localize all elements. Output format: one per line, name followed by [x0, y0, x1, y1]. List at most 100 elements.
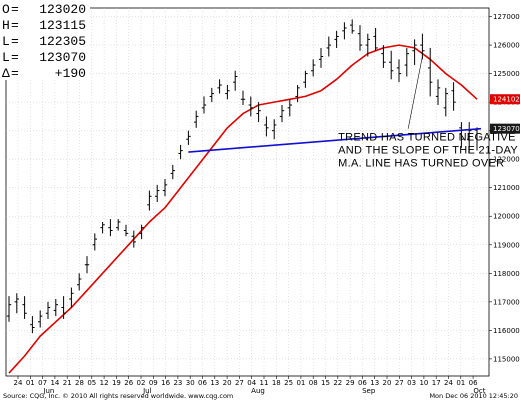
x-tick-label: 03	[407, 379, 416, 387]
price-bar	[77, 273, 82, 291]
y-tick-label: 121000	[493, 184, 520, 192]
price-bar	[170, 164, 175, 180]
price-bar	[443, 87, 448, 117]
price-bar	[420, 33, 425, 60]
y-tick-label: 118000	[493, 270, 520, 278]
ohlc-readout-bg	[0, 0, 90, 80]
price-bar	[365, 33, 370, 57]
x-tick-label: 16	[161, 379, 170, 387]
x-tick-label: 19	[112, 379, 121, 387]
x-tick-label: 01	[296, 379, 305, 387]
month-label: Jul	[142, 387, 152, 395]
x-tick-label: 06	[198, 379, 207, 387]
price-bar	[108, 219, 113, 237]
price-bar	[287, 99, 292, 117]
price-bar	[459, 122, 464, 148]
footer-source: Source: CQG, Inc. © 2010 All rights rese…	[3, 392, 233, 400]
price-bar	[311, 59, 316, 77]
price-bar	[396, 59, 402, 83]
ohlc-readout: O = 123020 H = 123115 L = 122305 L = 123…	[0, 0, 90, 81]
x-tick-label: 18	[272, 379, 281, 387]
price-bar	[123, 224, 129, 237]
x-tick-label: 06	[358, 379, 367, 387]
month-label: Oct	[473, 387, 485, 395]
x-tick-label: 15	[321, 379, 330, 387]
price-bar	[435, 79, 441, 105]
x-tick-label: 07	[38, 379, 47, 387]
x-tick-label: 24	[14, 379, 23, 387]
price-bar	[201, 96, 207, 114]
price-label-bg	[490, 94, 520, 105]
month-label: Sep	[362, 387, 376, 395]
price-bar	[295, 85, 300, 103]
price-bar	[272, 119, 277, 140]
price-bar	[318, 47, 324, 68]
price-bar	[116, 219, 121, 231]
ohlc-last-value: 123070	[39, 50, 86, 65]
ma-price-label: 124102	[490, 94, 520, 105]
x-tick-label: 26	[124, 379, 133, 387]
y-tick-label: 125000	[493, 70, 520, 78]
x-tick-label: 02	[137, 379, 146, 387]
svg-text:=: =	[11, 50, 19, 65]
price-bar	[186, 130, 191, 145]
price-bar	[69, 287, 74, 308]
x-tick-label: 13	[370, 379, 379, 387]
svg-text:=: =	[11, 34, 19, 49]
x-tick-label: 23	[173, 379, 182, 387]
price-bar	[84, 256, 90, 274]
price-bar	[342, 22, 347, 40]
x-tick-label: 27	[235, 379, 244, 387]
price-bar	[451, 82, 456, 111]
ohlc-last-key: L	[2, 50, 10, 65]
ohlc-change-key: Δ	[2, 66, 10, 81]
price-bar	[194, 110, 199, 128]
price-label-bg	[490, 123, 520, 134]
price-label-text: 123070	[493, 125, 520, 133]
price-bar	[162, 179, 168, 197]
x-tick-label: 10	[419, 379, 428, 387]
annotation-line: TREND HAS TURNED NEGATIVE	[338, 132, 516, 144]
x-tick-label: 25	[284, 379, 293, 387]
x-tick-label: 01	[26, 379, 35, 387]
y-axis: 115000 116000 117000 118000 119000 120000 1210…	[489, 13, 520, 363]
ohlc-low-key: L	[2, 34, 10, 49]
moving-average-layer	[8, 44, 478, 374]
price-label-layer: 124102 123070	[490, 94, 520, 134]
month-label: Jun	[42, 387, 54, 395]
ohlc-high-key: H	[2, 18, 10, 33]
price-bar	[467, 122, 472, 154]
y-tick-label: 115000	[493, 355, 520, 363]
ohlc-change-value: +190	[55, 66, 86, 81]
price-bar	[373, 27, 378, 51]
x-tick-label: 17	[432, 379, 441, 387]
price-bar	[381, 45, 386, 68]
y-tick-label: 126000	[493, 42, 520, 50]
price-bar	[404, 47, 409, 77]
trendline	[188, 127, 482, 153]
x-tick-label: 27	[395, 379, 404, 387]
x-tick-label: 20	[383, 379, 392, 387]
price-bar	[240, 90, 246, 105]
y-tick-label: 117000	[493, 298, 520, 306]
price-bar	[264, 116, 269, 137]
price-bar	[155, 184, 160, 202]
x-tick-label: 11	[260, 379, 269, 387]
x-tick-label: 06	[469, 379, 478, 387]
price-bar	[248, 96, 253, 117]
price-bar	[38, 310, 43, 328]
price-bar	[326, 36, 331, 57]
price-bars-layer	[6, 19, 480, 334]
price-bar	[178, 144, 183, 160]
price-bar	[412, 39, 417, 66]
price-bar	[92, 233, 97, 251]
price-bar	[209, 87, 214, 103]
price-bar	[350, 19, 355, 34]
x-tick-label: 12	[100, 379, 109, 387]
x-tick-label: 14	[50, 379, 59, 387]
price-bar	[45, 301, 51, 319]
y-tick-label: 116000	[493, 327, 520, 335]
price-bar	[279, 104, 285, 123]
x-tick-label: 04	[247, 379, 256, 387]
